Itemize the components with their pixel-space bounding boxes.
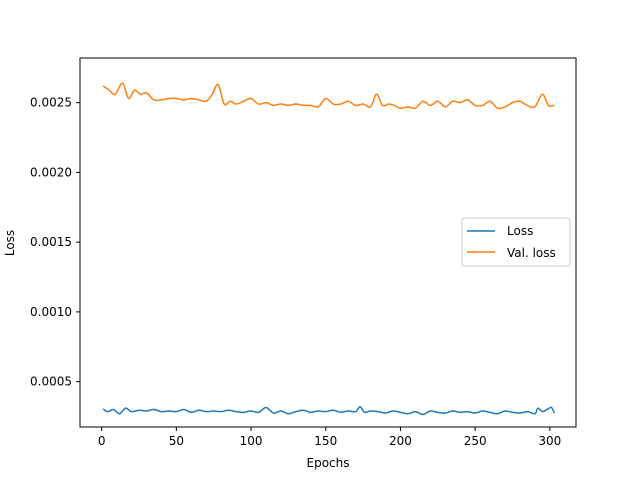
- legend-label-val-loss: Val. loss: [507, 246, 556, 260]
- x-tick-label: 0: [98, 434, 106, 448]
- y-axis-ticks: 0.0005 0.0010 0.0015 0.0020 0.0025: [30, 96, 80, 389]
- legend: Loss Val. loss: [461, 217, 571, 267]
- x-tick-label: 100: [240, 434, 263, 448]
- val-loss-series-line: [102, 82, 555, 110]
- y-tick-label: 0.0005: [30, 375, 72, 389]
- y-tick-label: 0.0015: [30, 235, 72, 249]
- series-layer: [102, 82, 556, 416]
- x-tick-label: 250: [464, 434, 487, 448]
- x-tick-label: 300: [538, 434, 561, 448]
- x-axis-ticks: 0 50 100 150 200 250 300: [98, 427, 561, 448]
- x-axis-label: Epochs: [307, 456, 350, 470]
- legend-label-loss: Loss: [507, 224, 533, 238]
- y-axis-label: Loss: [3, 230, 17, 256]
- y-tick-label: 0.0020: [30, 165, 72, 179]
- legend-box: [461, 217, 571, 267]
- x-tick-label: 150: [314, 434, 337, 448]
- x-tick-label: 200: [389, 434, 412, 448]
- y-tick-label: 0.0010: [30, 305, 72, 319]
- y-tick-label: 0.0025: [30, 96, 72, 110]
- loss-series-line: [102, 406, 556, 416]
- x-tick-label: 50: [169, 434, 184, 448]
